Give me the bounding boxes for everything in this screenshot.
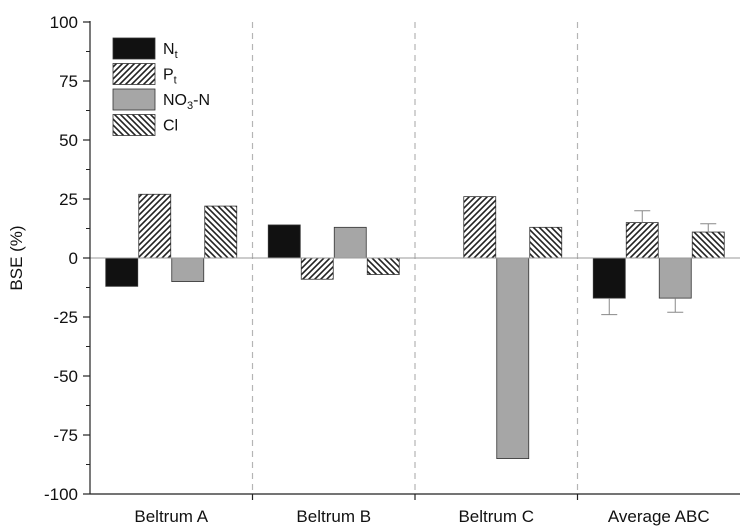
- legend: Nt Pt NO3-N Cl: [112, 37, 210, 136]
- legend-swatch: [112, 63, 156, 85]
- y-tick-label: 25: [59, 190, 78, 209]
- legend-label: Pt: [163, 67, 177, 87]
- y-tick-label: 100: [50, 13, 78, 32]
- bar: [171, 257, 205, 283]
- bar: [366, 257, 400, 275]
- y-tick-label: 0: [69, 249, 78, 268]
- error-bars: [601, 210, 717, 316]
- bar: [463, 196, 497, 259]
- bar: [658, 257, 692, 299]
- legend-swatch: [112, 37, 156, 60]
- y-axis-title: BSE (%): [7, 225, 26, 290]
- legend-swatch: [112, 114, 156, 136]
- x-category-label: Average ABC: [608, 507, 710, 526]
- bar: [625, 222, 659, 259]
- y-tick-label: -75: [53, 426, 78, 445]
- x-category-label: Beltrum C: [458, 507, 534, 526]
- bars: [105, 193, 725, 460]
- bar: [267, 224, 301, 259]
- bar: [105, 257, 139, 287]
- y-tick-label: -100: [44, 485, 78, 504]
- legend-swatch: [112, 88, 156, 111]
- bar: [592, 257, 626, 299]
- y-tick-label: -25: [53, 308, 78, 327]
- bar: [529, 226, 563, 259]
- bar: [691, 231, 725, 259]
- y-tick-label: 75: [59, 72, 78, 91]
- bar: [204, 205, 238, 259]
- legend-label: NO3-N: [163, 92, 210, 112]
- y-tick-label: -50: [53, 367, 78, 386]
- bar: [333, 226, 367, 259]
- axes: 100 75 50 25 0 -25 -50 -75 -100 Beltrum A Beltrum …: [44, 13, 740, 526]
- y-tick-label: 50: [59, 131, 78, 150]
- legend-label: Nt: [163, 41, 178, 61]
- x-category-label: Beltrum A: [134, 507, 208, 526]
- x-category-label: Beltrum B: [296, 507, 371, 526]
- bar: [138, 193, 172, 259]
- bar: [300, 257, 334, 280]
- bar: [496, 257, 530, 460]
- legend-label: Cl: [163, 118, 178, 135]
